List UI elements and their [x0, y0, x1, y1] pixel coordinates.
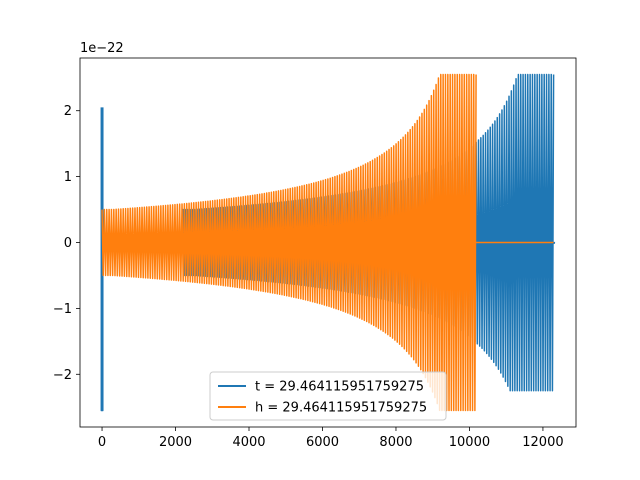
plot-area	[100, 73, 556, 412]
x-tick-label: 0	[98, 435, 106, 450]
y-tick-label: 1	[64, 170, 72, 185]
x-tick-label: 12000	[522, 435, 563, 450]
y-tick-label: 0	[64, 236, 72, 251]
x-tick-label: 10000	[449, 435, 490, 450]
x-tick-label: 8000	[379, 435, 412, 450]
series-line-h	[101, 73, 554, 412]
y-tick-label: −2	[53, 368, 72, 383]
x-tick-label: 4000	[232, 435, 265, 450]
y-tick-label: 2	[64, 104, 72, 119]
legend-box	[209, 371, 447, 421]
plot-clip-group	[100, 73, 556, 412]
legend: t = 29.464115951759275 h = 29.46411595175…	[209, 371, 447, 421]
legend-label: h = 29.464115951759275	[255, 401, 427, 416]
x-tick-label: 6000	[306, 435, 339, 450]
x-tick-label: 2000	[159, 435, 192, 450]
legend-label: t = 29.464115951759275	[255, 380, 424, 395]
y-offset-label: 1e−22	[80, 41, 124, 56]
y-tick-label: −1	[53, 302, 72, 317]
axes: 0 2000 4000 6000 8000 10000 12000 −2 −1 0 1 2	[53, 57, 577, 450]
